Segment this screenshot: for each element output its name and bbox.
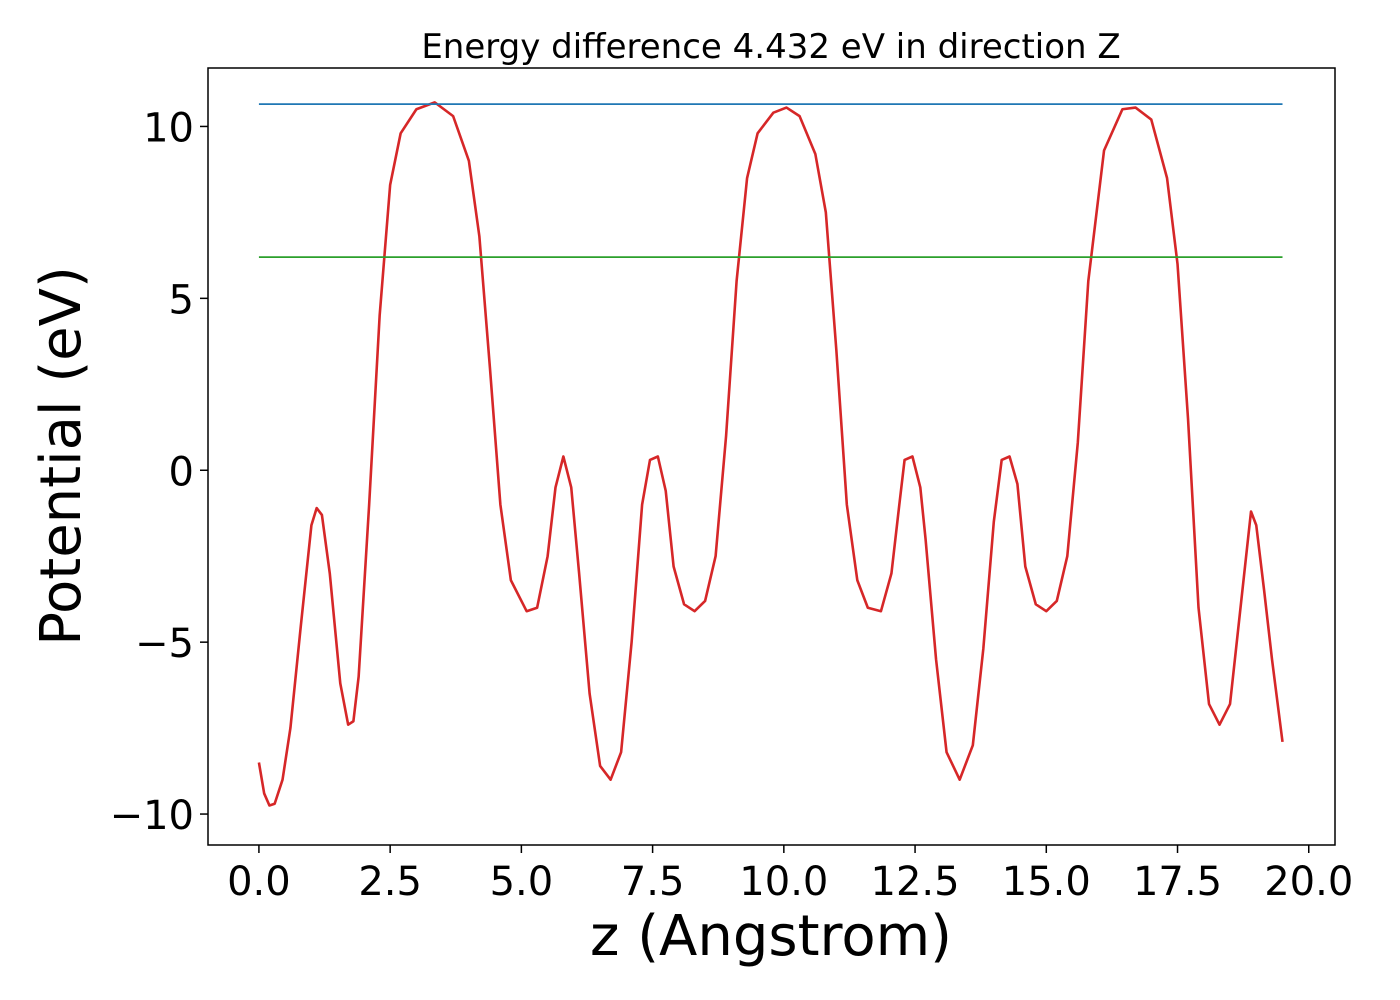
x-tick-label: 10.0 (739, 859, 828, 905)
y-tick-label: 5 (169, 277, 194, 323)
x-tick-label: 20.0 (1264, 859, 1353, 905)
x-axis-ticks: 0.0 2.5 5.0 7.5 10.0 12.5 15.0 17.5 20.0 (227, 845, 1353, 905)
x-tick-label: 2.5 (358, 859, 422, 905)
plot-frame (207, 67, 1336, 846)
x-tick-label: 15.0 (1002, 859, 1091, 905)
x-tick-label: 17.5 (1133, 859, 1222, 905)
chart-title: Energy difference 4.432 eV in direction … (421, 27, 1120, 67)
series-potential-line (257, 101, 1284, 807)
y-axis-title: Potential (eV) (29, 266, 94, 646)
series-layer (257, 101, 1284, 807)
x-tick-label: 7.5 (621, 859, 685, 905)
y-tick-label: −10 (110, 793, 194, 839)
x-tick-label: 5.0 (490, 859, 554, 905)
x-axis-title: z (Angstrom) (590, 904, 952, 969)
y-tick-label: −5 (135, 621, 194, 667)
y-tick-label: 0 (169, 449, 194, 495)
y-tick-label: 10 (143, 105, 194, 151)
x-tick-label: 12.5 (871, 859, 960, 905)
x-tick-label: 0.0 (227, 859, 291, 905)
y-axis-ticks: −10 −5 0 5 10 (110, 105, 208, 839)
